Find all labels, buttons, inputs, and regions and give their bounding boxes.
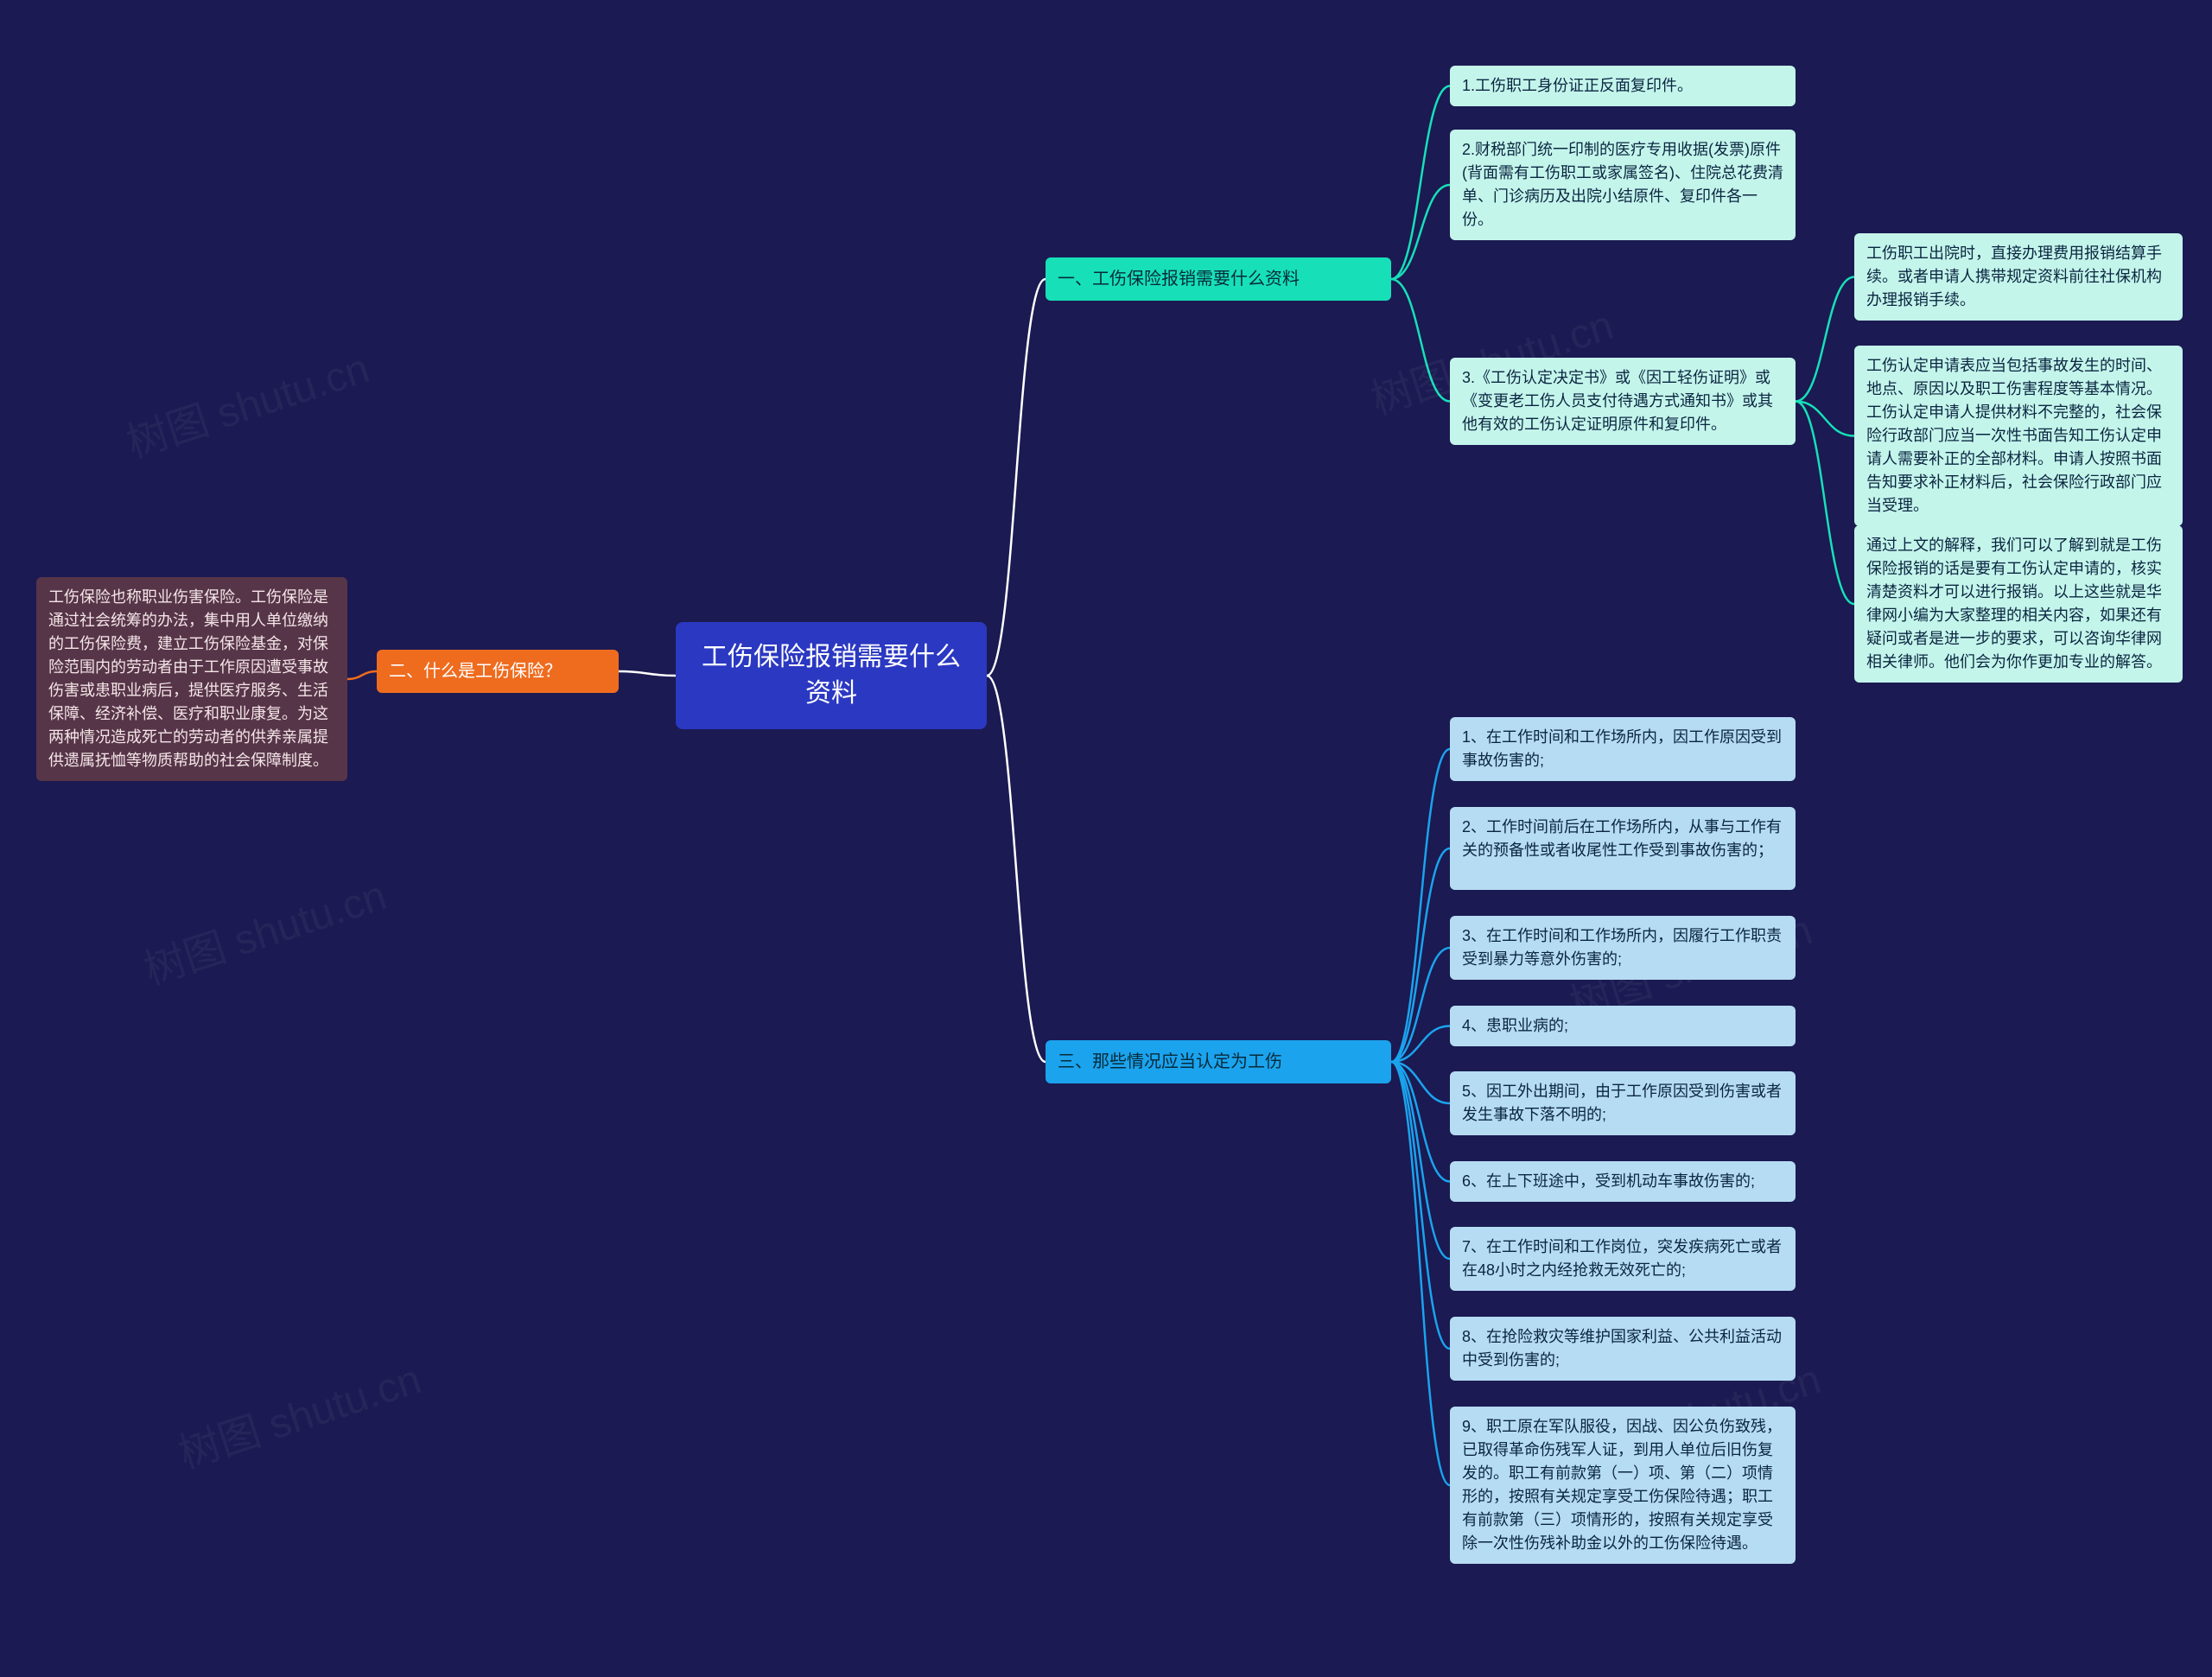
section1-item-text: 1.工伤职工身份证正反面复印件。	[1462, 77, 1693, 94]
section1-subitem-text: 工伤职工出院时，直接办理费用报销结算手续。或者申请人携带规定资料前往社保机构办理…	[1866, 245, 2162, 308]
section1-item-text: 3.《工伤认定决定书》或《因工轻伤证明》或《变更老工伤人员支付待遇方式通知书》或…	[1462, 369, 1773, 433]
watermark: 树图 shutu.cn	[135, 861, 392, 996]
section3-item-text: 7、在工作时间和工作岗位，突发疾病死亡或者在48小时之内经抢救无效死亡的;	[1462, 1238, 1782, 1279]
section1-subitem-text: 通过上文的解释，我们可以了解到就是工伤保险报销的话是要有工伤认定申请的，核实清楚…	[1866, 537, 2162, 670]
section3-item-text: 3、在工作时间和工作场所内，因履行工作职责受到暴力等意外伤害的;	[1462, 927, 1782, 968]
section3-item-text: 6、在上下班途中，受到机动车事故伤害的;	[1462, 1172, 1755, 1190]
section1-subitem-text: 工伤认定申请表应当包括事故发生的时间、地点、原因以及职工伤害程度等基本情况。工伤…	[1866, 357, 2162, 514]
section3-title: 三、那些情况应当认定为工伤	[1046, 1040, 1391, 1083]
watermark: 树图 shutu.cn	[118, 334, 375, 469]
section3-item: 7、在工作时间和工作岗位，突发疾病死亡或者在48小时之内经抢救无效死亡的;	[1450, 1227, 1796, 1291]
section2-desc: 工伤保险也称职业伤害保险。工伤保险是通过社会统筹的办法，集中用人单位缴纳的工伤保…	[36, 577, 347, 781]
section1-item: 2.财税部门统一印制的医疗专用收据(发票)原件(背面需有工伤职工或家属签名)、住…	[1450, 130, 1796, 240]
root-text: 工伤保险报销需要什么资料	[702, 643, 961, 708]
section3-item-text: 1、在工作时间和工作场所内，因工作原因受到事故伤害的;	[1462, 728, 1782, 769]
section1-subitem: 工伤职工出院时，直接办理费用报销结算手续。或者申请人携带规定资料前往社保机构办理…	[1854, 233, 2183, 321]
section2-desc-text: 工伤保险也称职业伤害保险。工伤保险是通过社会统筹的办法，集中用人单位缴纳的工伤保…	[48, 588, 328, 769]
section3-item-text: 8、在抢险救灾等维护国家利益、公共利益活动中受到伤害的;	[1462, 1328, 1782, 1369]
section1-item: 1.工伤职工身份证正反面复印件。	[1450, 66, 1796, 106]
section3-item: 5、因工外出期间，由于工作原因受到伤害或者发生事故下落不明的;	[1450, 1071, 1796, 1135]
watermark: 树图 shutu.cn	[169, 1345, 427, 1480]
root-node: 工伤保险报销需要什么资料	[676, 622, 987, 729]
section3-item-text: 4、患职业病的;	[1462, 1017, 1568, 1034]
section1-item-text: 2.财税部门统一印制的医疗专用收据(发票)原件(背面需有工伤职工或家属签名)、住…	[1462, 141, 1783, 228]
section1-item: 3.《工伤认定决定书》或《因工轻伤证明》或《变更老工伤人员支付待遇方式通知书》或…	[1450, 358, 1796, 445]
section3-item: 9、职工原在军队服役，因战、因公负伤致残，已取得革命伤残军人证，到用人单位后旧伤…	[1450, 1407, 1796, 1564]
section2-title: 二、什么是工伤保险？	[377, 650, 619, 693]
section3-item: 1、在工作时间和工作场所内，因工作原因受到事故伤害的;	[1450, 717, 1796, 781]
section3-item-text: 9、职工原在军队服役，因战、因公负伤致残，已取得革命伤残军人证，到用人单位后旧伤…	[1462, 1418, 1782, 1552]
section3-item: 4、患职业病的;	[1450, 1006, 1796, 1046]
section1-subitem: 工伤认定申请表应当包括事故发生的时间、地点、原因以及职工伤害程度等基本情况。工伤…	[1854, 346, 2183, 526]
section2-title-text: 二、什么是工伤保险？	[389, 662, 562, 681]
section1-title: 一、工伤保险报销需要什么资料	[1046, 257, 1391, 301]
section3-item: 8、在抢险救灾等维护国家利益、公共利益活动中受到伤害的;	[1450, 1317, 1796, 1381]
section3-title-text: 三、那些情况应当认定为工伤	[1058, 1052, 1282, 1071]
section3-item: 3、在工作时间和工作场所内，因履行工作职责受到暴力等意外伤害的;	[1450, 916, 1796, 980]
section3-item: 2、工作时间前后在工作场所内，从事与工作有关的预备性或者收尾性工作受到事故伤害的…	[1450, 807, 1796, 890]
section1-title-text: 一、工伤保险报销需要什么资料	[1058, 270, 1300, 289]
section3-item-text: 2、工作时间前后在工作场所内，从事与工作有关的预备性或者收尾性工作受到事故伤害的…	[1462, 818, 1782, 859]
section1-subitem: 通过上文的解释，我们可以了解到就是工伤保险报销的话是要有工伤认定申请的，核实清楚…	[1854, 525, 2183, 683]
section3-item-text: 5、因工外出期间，由于工作原因受到伤害或者发生事故下落不明的;	[1462, 1083, 1782, 1123]
section3-item: 6、在上下班途中，受到机动车事故伤害的;	[1450, 1161, 1796, 1202]
